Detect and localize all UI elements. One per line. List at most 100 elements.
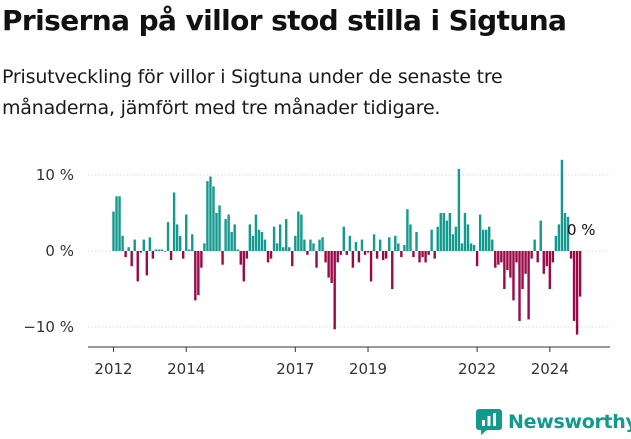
bar: [351, 251, 355, 268]
bar: [527, 251, 530, 320]
bar: [266, 251, 270, 263]
bar: [257, 229, 261, 251]
bar: [154, 249, 158, 251]
x-tick-label: 2024: [531, 360, 569, 378]
bar: [388, 237, 391, 251]
bar: [539, 220, 542, 251]
bar: [209, 176, 212, 251]
bar: [430, 229, 433, 251]
bar: [357, 251, 361, 263]
bar: [133, 239, 136, 251]
bar: [524, 251, 527, 274]
bar: [157, 249, 161, 251]
bar: [569, 251, 573, 259]
bar: [251, 235, 255, 251]
bar: [515, 251, 518, 263]
bar: [327, 251, 330, 278]
bar: [512, 251, 515, 301]
bar: [530, 251, 533, 259]
bar: [566, 216, 570, 251]
bar: [448, 213, 452, 251]
chart-subtitle: Prisutveckling för villor i Sigtuna unde…: [2, 66, 503, 119]
bar: [233, 224, 236, 251]
bar: [509, 251, 512, 278]
bar: [484, 229, 488, 251]
bar: [242, 251, 245, 282]
bar: [169, 251, 173, 261]
bar: [333, 251, 336, 330]
bar: [269, 251, 273, 259]
bar: [427, 251, 430, 255]
bar: [454, 226, 458, 251]
x-tick-label: 2017: [276, 360, 314, 378]
bar: [412, 251, 415, 258]
bar: [545, 251, 548, 267]
bar: [369, 251, 373, 282]
bar: [315, 251, 318, 268]
y-tick-label: 10 %: [36, 166, 74, 184]
bar: [166, 222, 170, 251]
bar: [227, 214, 230, 251]
bar: [433, 251, 436, 259]
bar: [500, 251, 503, 263]
bar: [397, 243, 400, 251]
bar: [491, 239, 494, 251]
bar: [375, 251, 379, 259]
bar: [197, 251, 200, 296]
bar: [521, 251, 524, 289]
bar: [160, 249, 164, 251]
bar: [421, 251, 424, 258]
bar: [318, 239, 321, 251]
bar: [178, 235, 182, 251]
bar: [281, 247, 285, 251]
bar: [506, 251, 509, 270]
bar: [121, 235, 124, 251]
bar: [578, 251, 582, 297]
y-tick-label: 0 %: [45, 242, 74, 260]
bar: [572, 251, 576, 321]
bar: [518, 251, 521, 321]
bar: [385, 251, 388, 259]
bar: [457, 168, 461, 251]
bar: [206, 181, 209, 251]
newsworthy-icon: [476, 409, 502, 435]
bar: [124, 251, 127, 258]
bar: [145, 251, 149, 276]
bar: [230, 232, 233, 251]
bar: [288, 247, 291, 251]
bar: [348, 235, 352, 251]
x-tick-label: 2022: [458, 360, 496, 378]
bar: [118, 196, 121, 251]
bar: [436, 226, 439, 251]
bar: [381, 251, 385, 261]
bar: [345, 251, 349, 255]
bar: [294, 235, 297, 251]
bar: [424, 251, 427, 263]
bar: [303, 239, 306, 251]
bar: [469, 243, 473, 251]
bar: [400, 251, 403, 258]
bar: [136, 251, 139, 282]
bar: [472, 244, 476, 251]
bar: [481, 229, 485, 251]
brand-name: Newsworthy: [508, 411, 631, 433]
bar-layer: [112, 159, 582, 335]
bar: [112, 211, 115, 251]
bar: [212, 186, 215, 251]
bar: [560, 159, 564, 251]
x-tick-label: 2019: [349, 360, 387, 378]
bar: [215, 213, 218, 251]
bar: [575, 251, 579, 335]
bar: [394, 235, 397, 251]
axis-layer: 10 % 0 % −10 % 2012 2014 2017 2019 2022 2024: [23, 166, 610, 378]
bar: [466, 224, 470, 251]
bar: [563, 213, 567, 251]
bar: [409, 224, 412, 251]
latest-value-label: 0 %: [567, 221, 596, 239]
bar: [542, 251, 545, 274]
bar: [363, 251, 367, 255]
bar: [475, 251, 479, 267]
bar: [175, 224, 179, 251]
bar: [191, 234, 194, 251]
